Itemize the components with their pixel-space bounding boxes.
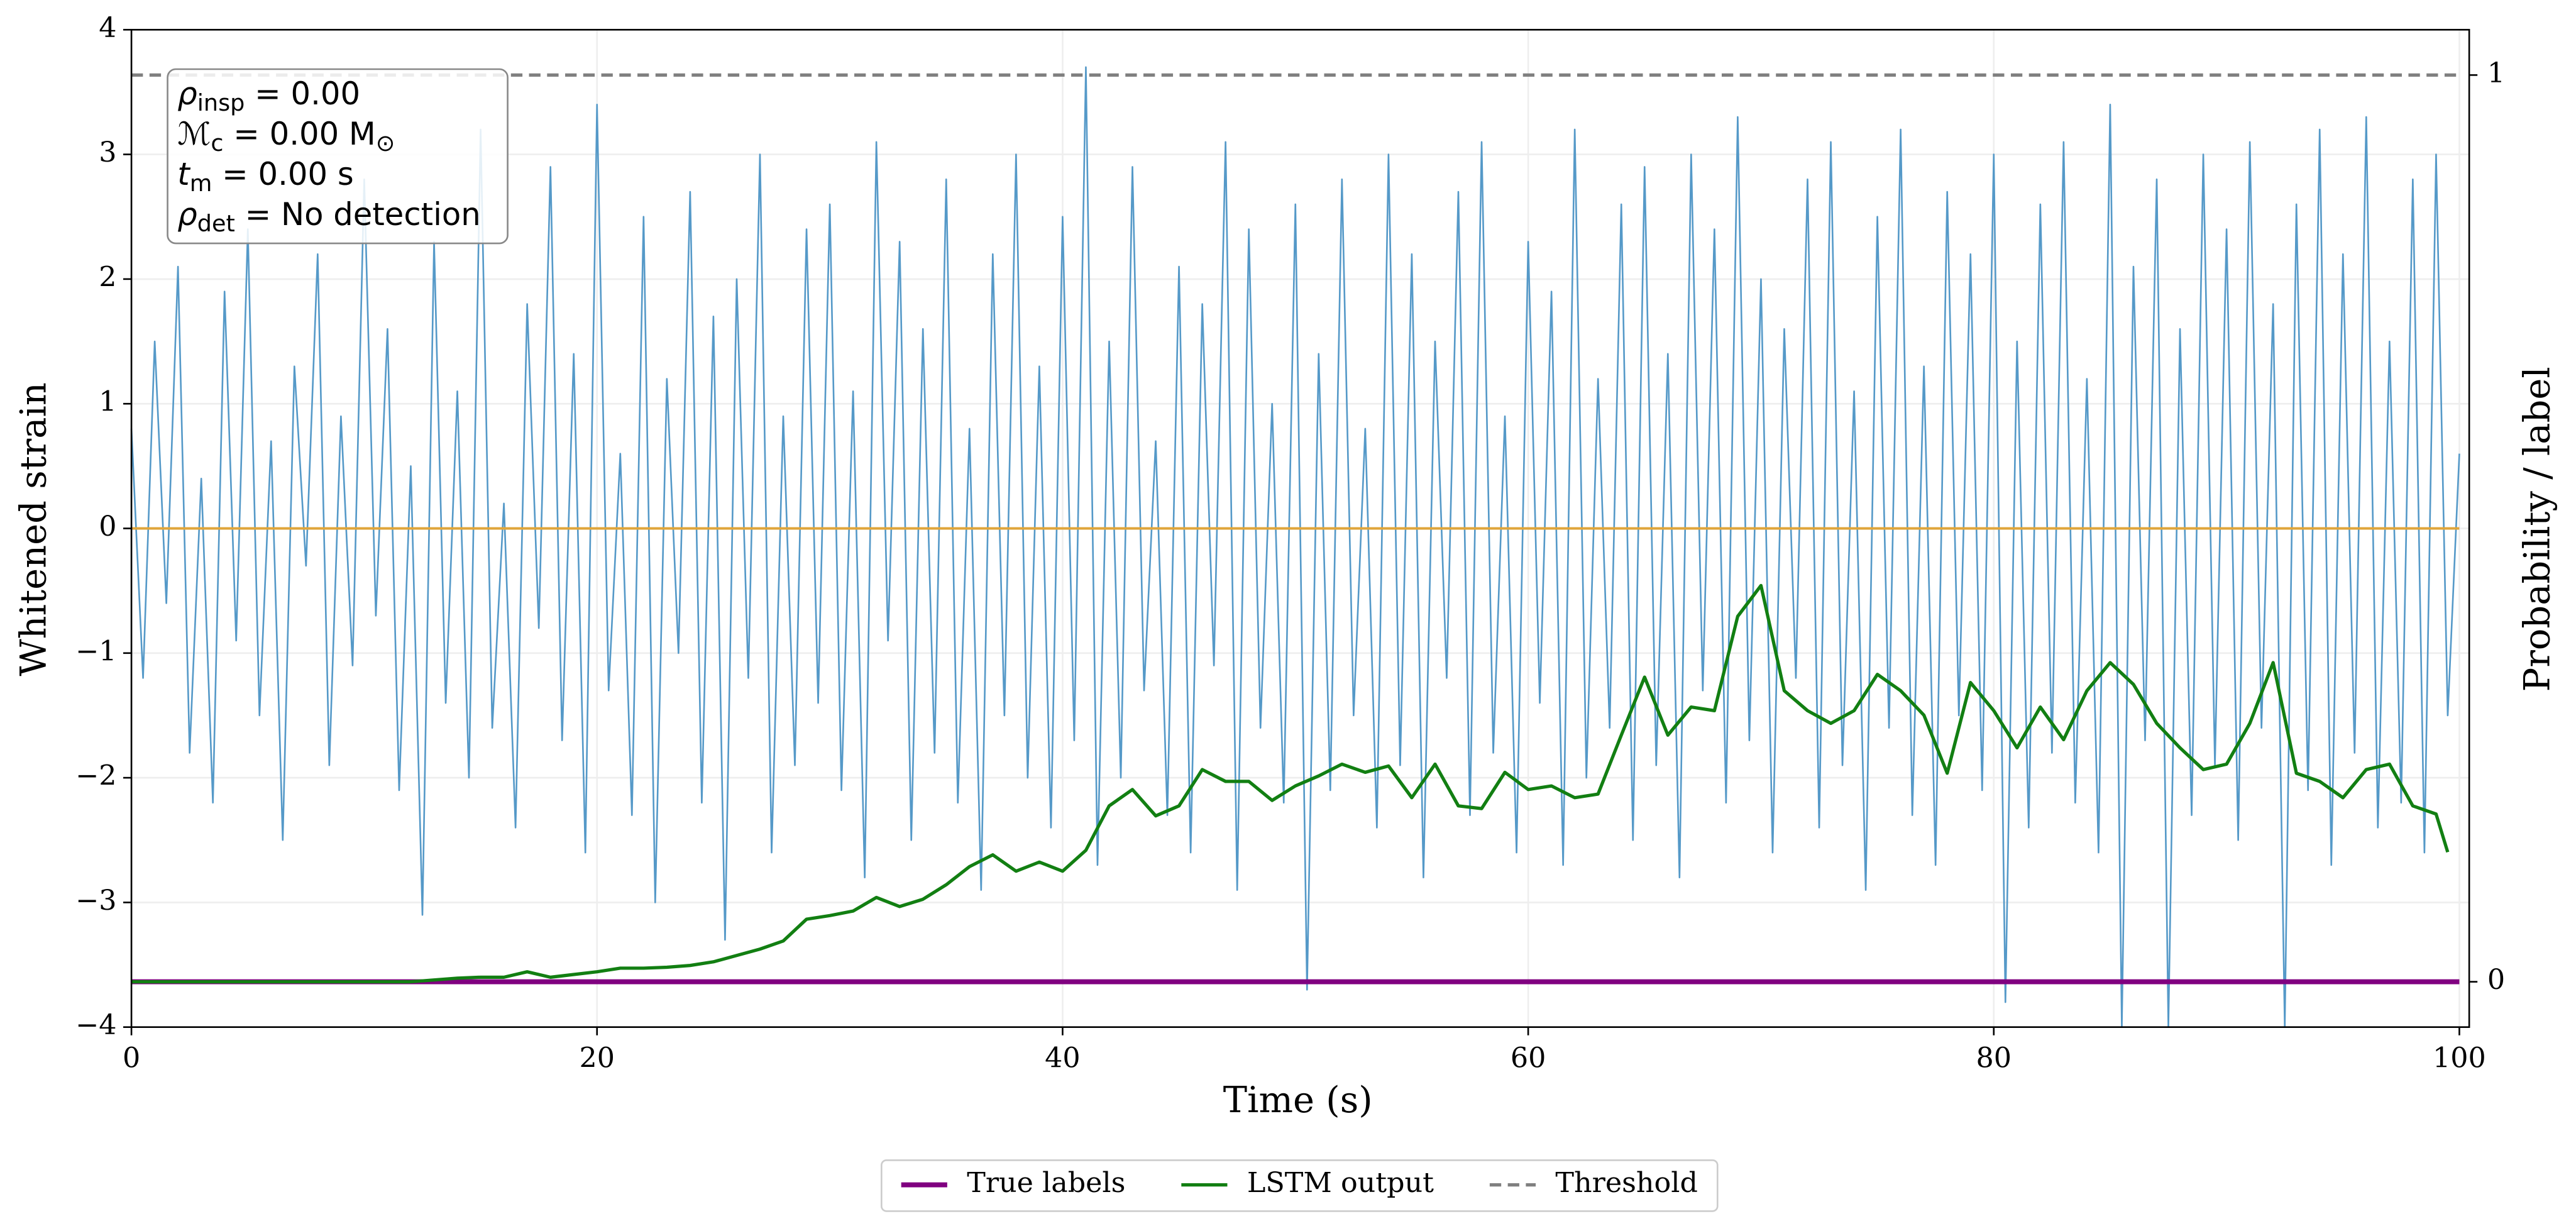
annotation-symbol: t bbox=[177, 155, 190, 192]
y-tick-label: 0 bbox=[99, 511, 116, 543]
annotation-symbol: ℳ bbox=[177, 115, 211, 152]
annotation-subscript: ⊙ bbox=[376, 129, 395, 156]
y-tick-label: 4 bbox=[99, 12, 116, 44]
annotation-text: = 0.00 M bbox=[223, 115, 375, 152]
annotation-line: ℳc = 0.00 M⊙ bbox=[177, 115, 395, 156]
annotation-text: = 0.00 bbox=[245, 75, 360, 111]
legend: True labels LSTM output Threshold bbox=[881, 1159, 1719, 1212]
y2-tick-label: 1 bbox=[2487, 57, 2505, 89]
annotation-text: = 0.00 s bbox=[212, 155, 353, 192]
annotation-box bbox=[167, 68, 509, 245]
annotation-line: ρdet = No detection bbox=[177, 196, 480, 236]
x-tick-label: 100 bbox=[2433, 1042, 2486, 1074]
x-axis-label: Time (s) bbox=[1223, 1079, 1373, 1121]
y2-axis-label: Probability / label bbox=[2516, 367, 2558, 692]
annotation-line: tm = 0.00 s bbox=[177, 155, 353, 196]
plot-area bbox=[130, 66, 2460, 1028]
y-tick-label: −1 bbox=[75, 635, 116, 667]
y-tick-label: 1 bbox=[99, 386, 116, 418]
legend-label: Threshold bbox=[1555, 1167, 1697, 1199]
annotation-subscript: det bbox=[197, 209, 235, 236]
annotation-line: ρinsp = 0.00 bbox=[177, 75, 360, 116]
y2-tick-label: 0 bbox=[2487, 964, 2505, 996]
y-tick-label: −3 bbox=[75, 885, 116, 917]
annotation-subscript: insp bbox=[197, 89, 245, 116]
x-tick-label: 20 bbox=[579, 1042, 615, 1074]
legend-label: LSTM output bbox=[1247, 1167, 1434, 1199]
x-tick-label: 0 bbox=[123, 1042, 140, 1074]
annotation-symbol: ρ bbox=[177, 196, 197, 232]
x-tick-label: 80 bbox=[1976, 1042, 2012, 1074]
annotation-text: = No detection bbox=[235, 196, 481, 232]
y-axis-label: Whitened strain bbox=[13, 382, 55, 676]
x-tick-label: 60 bbox=[1511, 1042, 1546, 1074]
annotation-subscript: c bbox=[211, 129, 223, 156]
series-line bbox=[131, 583, 2450, 984]
y-tick-label: −2 bbox=[75, 760, 116, 792]
signal-line bbox=[130, 66, 2460, 1028]
annotation-symbol: ρ bbox=[177, 75, 197, 111]
legend-label: True labels bbox=[967, 1167, 1125, 1199]
x-tick-label: 40 bbox=[1045, 1042, 1081, 1074]
y-tick-label: −4 bbox=[75, 1009, 116, 1041]
annotation-subscript: m bbox=[190, 169, 212, 196]
y-tick-label: 3 bbox=[99, 136, 116, 168]
legend-box bbox=[881, 1159, 1719, 1212]
y-tick-label: 2 bbox=[99, 261, 116, 293]
